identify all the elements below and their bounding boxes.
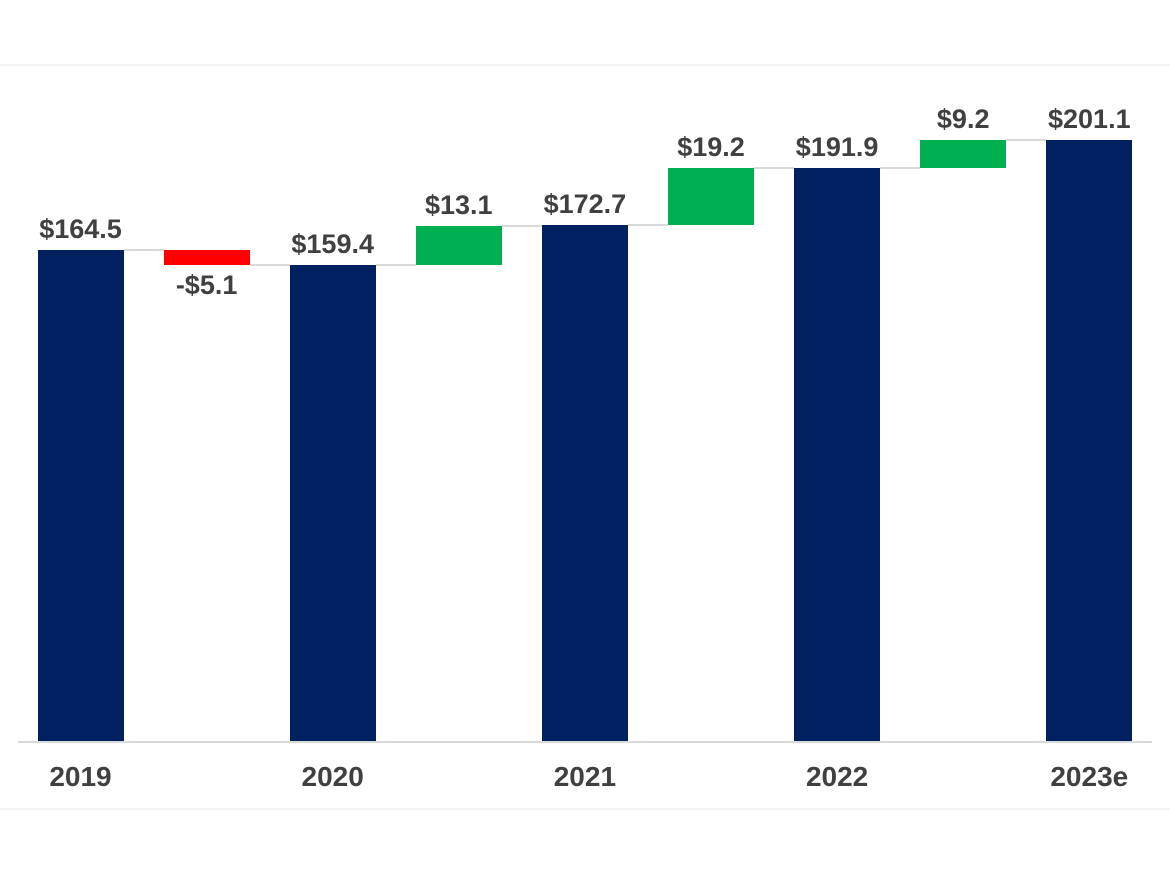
value-label: $13.1	[425, 189, 493, 220]
value-label: $201.1	[1048, 104, 1131, 134]
value-label: $9.2	[936, 104, 990, 134]
waterfall-connector-line	[754, 166, 795, 169]
decrease-connector-bar	[163, 249, 250, 265]
value-label: $19.2	[677, 131, 745, 162]
increase-connector-bar	[668, 167, 754, 226]
x-axis-label-2023e: 2023e	[1050, 761, 1129, 792]
faint-divider-top	[0, 64, 1170, 66]
x-axis-label-2020: 2020	[301, 761, 364, 792]
total-bar-2022	[794, 167, 881, 742]
value-label: $159.4	[291, 228, 374, 259]
x-axis-label-2022: 2022	[805, 761, 869, 792]
value-label: $164.5	[39, 213, 122, 244]
waterfall-connector-line	[123, 248, 164, 251]
waterfall-connector-line	[249, 263, 290, 266]
waterfall-connector-line	[501, 224, 542, 227]
value-label: $172.7	[543, 189, 627, 220]
total-bar-2021	[541, 225, 628, 742]
waterfall-connector-line	[375, 263, 416, 266]
increase-connector-bar	[920, 140, 1007, 168]
value-label: -$5.1	[175, 269, 238, 300]
x-axis-label-2019: 2019	[49, 761, 112, 792]
x-axis-line	[18, 741, 1152, 743]
total-bar-2020	[289, 264, 376, 742]
waterfall-connector-line	[880, 166, 921, 169]
waterfall-connector-line	[1006, 139, 1047, 141]
total-bar-2019	[37, 249, 124, 742]
total-bar-2023e	[1046, 140, 1133, 742]
waterfall-connector-line	[627, 224, 668, 227]
value-label: $191.9	[795, 131, 879, 162]
x-axis-label-2021: 2021	[553, 761, 617, 792]
increase-connector-bar	[415, 225, 502, 265]
faint-divider-bottom	[0, 808, 1170, 810]
